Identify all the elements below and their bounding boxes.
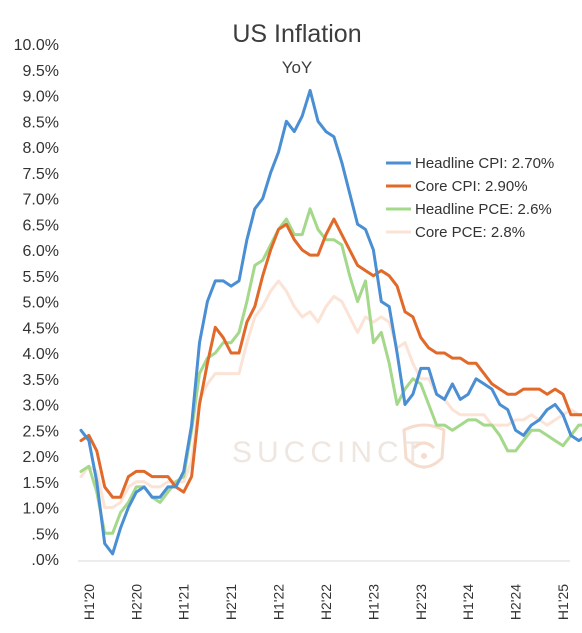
legend-label: Core CPI: 2.90% bbox=[415, 178, 528, 195]
x-tick-label: H1'24 bbox=[460, 584, 476, 620]
series-line-1 bbox=[79, 217, 582, 499]
series-line-2 bbox=[79, 207, 582, 535]
x-tick-label: H1'21 bbox=[176, 584, 192, 620]
x-tick-label: H2'23 bbox=[413, 584, 429, 620]
y-tick-label: 5.0% bbox=[23, 295, 59, 312]
y-axis: 10.0% 9.5% 9.0% 8.5% 8.0% 7.5% 7.0% 6.5% 6.0% 5.5… bbox=[14, 37, 59, 569]
legend-label: Core PCE: 2.8% bbox=[415, 224, 525, 241]
series-line-3 bbox=[79, 279, 582, 509]
y-tick-label: 8.5% bbox=[23, 114, 59, 131]
succinct-watermark: SUCCINCT bbox=[232, 423, 446, 469]
y-tick-label: 2.5% bbox=[23, 423, 59, 440]
y-tick-label: 3.5% bbox=[23, 372, 59, 389]
y-tick-label: 4.0% bbox=[23, 346, 59, 363]
x-tick-label: H1'25 bbox=[555, 584, 571, 620]
x-tick-label: H1'23 bbox=[365, 584, 381, 620]
y-tick-label: .5% bbox=[31, 526, 59, 543]
watermark-text: SUCCINCT bbox=[232, 436, 427, 469]
y-tick-label: 3.0% bbox=[23, 398, 59, 415]
legend: Headline CPI: 2.70% Core CPI: 2.90% Headli… bbox=[386, 155, 554, 241]
x-tick-label: H1'22 bbox=[271, 584, 287, 620]
y-tick-label: 6.0% bbox=[23, 243, 59, 260]
y-tick-label: 1.0% bbox=[23, 501, 59, 518]
y-tick-label: 9.5% bbox=[23, 63, 59, 80]
y-tick-label: 5.5% bbox=[23, 269, 59, 286]
y-tick-label: 10.0% bbox=[14, 37, 59, 54]
y-tick-label: 9.0% bbox=[23, 89, 59, 106]
x-axis: H1'20 H2'20 H1'21 H2'21 H1'22 H2'22 H1'23 H2'23… bbox=[81, 584, 571, 620]
x-tick-label: H2'20 bbox=[128, 584, 144, 620]
y-tick-label: 8.0% bbox=[23, 140, 59, 157]
y-tick-label: 4.5% bbox=[23, 320, 59, 337]
y-tick-label: 1.5% bbox=[23, 475, 59, 492]
chart-title: US Inflation bbox=[232, 20, 361, 48]
series-lines bbox=[79, 88, 582, 556]
y-tick-label: 2.0% bbox=[23, 449, 59, 466]
legend-label: Headline PCE: 2.6% bbox=[415, 201, 552, 218]
x-tick-label: H2'21 bbox=[223, 584, 239, 620]
y-tick-label: 7.0% bbox=[23, 192, 59, 209]
y-tick-label: 7.5% bbox=[23, 166, 59, 183]
y-tick-label: .0% bbox=[31, 552, 59, 569]
x-tick-label: H2'24 bbox=[508, 584, 524, 620]
y-tick-label: 6.5% bbox=[23, 217, 59, 234]
legend-label: Headline CPI: 2.70% bbox=[415, 155, 554, 172]
shield-logo-icon bbox=[402, 423, 446, 469]
x-tick-label: H2'22 bbox=[318, 584, 334, 620]
x-tick-label: H1'20 bbox=[81, 584, 97, 620]
chart-subtitle: YoY bbox=[282, 58, 313, 77]
series-line-0 bbox=[79, 88, 582, 556]
